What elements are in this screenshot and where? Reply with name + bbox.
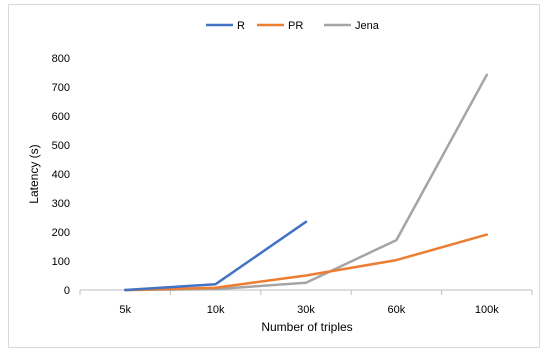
x-tick-label: 100k: [475, 304, 499, 316]
x-axis-ticks: 5k 10k 30k 60k 100k: [79, 290, 533, 316]
x-tick-label: 30k: [297, 304, 315, 316]
legend-label-pr: PR: [288, 20, 303, 32]
series-line-r: [123, 220, 308, 292]
chart-frame: [8, 4, 540, 348]
x-tick-label: 60k: [388, 304, 406, 316]
series-lines: [123, 73, 489, 292]
x-axis-title: Number of triples: [261, 320, 352, 334]
y-tick-label: 700: [52, 82, 70, 94]
y-tick-label: 500: [52, 140, 70, 152]
legend-label-jena: Jena: [355, 20, 380, 32]
y-tick-label: 600: [52, 111, 70, 123]
y-tick-label: 300: [52, 198, 70, 210]
series-line-pr: [123, 233, 489, 292]
y-tick-label: 100: [52, 256, 70, 268]
x-tick-label: 10k: [207, 304, 225, 316]
series-line-jena: [123, 73, 489, 292]
legend-label-r: R: [237, 20, 245, 32]
y-tick-label: 800: [52, 53, 70, 65]
y-axis-ticks: 0 100 200 300 400 500 600 700 800: [52, 53, 70, 297]
y-tick-label: 0: [64, 285, 70, 297]
legend: R PR Jena: [206, 20, 380, 32]
y-tick-label: 200: [52, 227, 70, 239]
x-tick-label: 5k: [119, 304, 131, 316]
y-tick-label: 400: [52, 169, 70, 181]
y-axis-title: Latency (s): [27, 144, 41, 203]
